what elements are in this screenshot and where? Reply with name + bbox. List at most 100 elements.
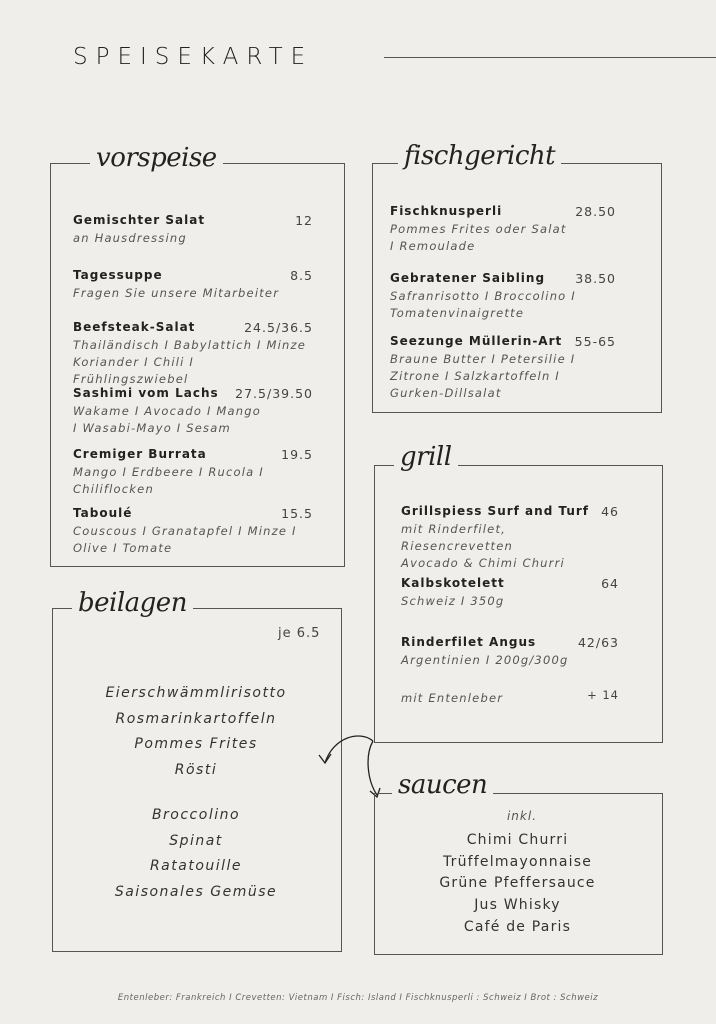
item-description: Schweiz I 350g <box>401 593 619 610</box>
menu-item: Beefsteak-Salat 24.5/36.5 Thailändisch I B… <box>73 320 313 388</box>
item-description: an Hausdressing <box>73 230 313 247</box>
item-description-line: Zitrone I Salzkartoffeln I <box>390 369 560 383</box>
curved-arrow-icon <box>318 735 381 799</box>
item-description-line: Avocado & Chimi Churri <box>401 556 565 570</box>
beilage-item: Ratatouille <box>149 858 243 874</box>
item-price: 15.5 <box>281 506 313 521</box>
item-description-line: Fragen Sie unsere Mitarbeiter <box>73 286 280 300</box>
beilagen-section <box>52 608 342 952</box>
item-description: Pommes Frites oder Salat I Remoulade <box>390 221 616 255</box>
item-price: 64 <box>601 576 619 591</box>
item-description-line: Schweiz I 350g <box>401 594 505 608</box>
beilagen-group-1: Eierschwämmlirisotto Rosmarinkartoffeln Po… <box>52 685 340 787</box>
fischgericht-heading: fischgericht <box>398 141 562 171</box>
item-description-line: Olive I Tomate <box>73 541 173 555</box>
item-price: 24.5/36.5 <box>244 320 313 335</box>
sauce-item: Trüffelmayonnaise <box>442 853 593 870</box>
item-name: Seezunge Müllerin-Art <box>390 334 563 348</box>
item-price: 19.5 <box>281 447 313 462</box>
menu-item: Taboulé 15.5 Couscous I Granatapfel I Minz… <box>73 506 313 557</box>
title-divider <box>384 57 716 58</box>
saucen-list: Chimi Churri Trüffelmayonnaise Grüne Pfeff… <box>374 832 661 940</box>
saucen-section <box>374 793 663 955</box>
item-name: Beefsteak-Salat <box>73 320 196 334</box>
sauce-item: Chimi Churri <box>466 832 569 848</box>
item-description: Mango I Erdbeere I Rucola I Chiliflocken <box>73 464 313 498</box>
item-description: Couscous I Granatapfel I Minze I Olive I … <box>73 523 313 557</box>
item-description-line: Koriander I Chili I Frühlingszwiebel <box>73 355 194 386</box>
menu-item: Tagessuppe 8.5 Fragen Sie unsere Mitarbeit… <box>73 268 313 302</box>
menu-item: Gebratener Saibling 38.50 Safranrisotto I … <box>390 271 616 322</box>
saucen-heading: saucen <box>392 770 494 800</box>
menu-item: Grillspiess Surf and Turf 46 mit Rinderfil… <box>401 504 619 572</box>
item-name: Sashimi vom Lachs <box>73 386 219 400</box>
menu-item: Fischknusperli 28.50 Pommes Frites oder Sa… <box>390 204 616 255</box>
item-name: Gebratener Saibling <box>390 271 546 285</box>
item-name: Taboulé <box>73 506 133 520</box>
item-description-line: Couscous I Granatapfel I Minze I <box>73 524 297 538</box>
item-name: Cremiger Burrata <box>73 447 207 461</box>
menu-item: Seezunge Müllerin-Art 55-65 Braune Butter … <box>390 334 616 402</box>
item-description-line: Argentinien I 200g/300g <box>401 653 569 667</box>
item-name: Kalbskotelett <box>401 576 505 590</box>
item-price: 28.50 <box>575 204 616 219</box>
item-price: 38.50 <box>575 271 616 286</box>
menu-item: Gemischter Salat 12 an Hausdressing <box>73 213 313 247</box>
beilage-item: Rosmarinkartoffeln <box>115 710 277 727</box>
grill-extra-price: + 14 <box>587 688 619 702</box>
item-description-line: I Wasabi-Mayo I Sesam <box>73 421 231 435</box>
menu-item: Rinderfilet Angus 42/63 Argentinien I 200g… <box>401 635 619 669</box>
origin-footer: Entenleber: Frankreich I Crevetten: Viet… <box>117 993 599 1003</box>
beilage-item: Broccolino <box>151 807 241 823</box>
item-description-line: I Remoulade <box>390 239 476 253</box>
beilagen-group-2: Broccolino Spinat Ratatouille Saisonales Ge… <box>52 807 340 909</box>
item-description-line: Gurken-Dillsalat <box>390 386 502 400</box>
item-price: 46 <box>601 504 619 519</box>
menu-item: Cremiger Burrata 19.5 Mango I Erdbeere I R… <box>73 447 313 498</box>
sauce-item: Grüne Pfeffersauce <box>439 875 596 892</box>
menu-item: Sashimi vom Lachs 27.5/39.50 Wakame I Avoc… <box>73 386 313 437</box>
item-name: Rinderfilet Angus <box>401 635 537 649</box>
sauce-item: Jus Whisky <box>474 897 561 914</box>
item-price: 42/63 <box>577 635 619 650</box>
item-description: mit Rinderfilet, Riesencrevetten Avocado … <box>401 521 619 572</box>
menu-item: Kalbskotelett 64 Schweiz I 350g <box>401 576 619 610</box>
item-description: Argentinien I 200g/300g <box>401 652 619 669</box>
grill-extra: mit Entenleber + 14 <box>401 687 619 707</box>
item-description-line: Thailändisch I Babylattich I Minze <box>73 338 307 352</box>
item-name: Gemischter Salat <box>73 213 206 227</box>
vorspeise-heading: vorspeise <box>90 143 223 173</box>
item-description: Safranrisotto I Broccolino I Tomatenvinai… <box>390 288 616 322</box>
item-price: 8.5 <box>290 268 313 283</box>
item-description: Thailändisch I Babylattich I Minze Korian… <box>73 337 313 388</box>
item-description-line: Safranrisotto I Broccolino I <box>390 289 576 303</box>
item-name: Fischknusperli <box>390 204 503 218</box>
item-description-line: Braune Butter I Petersilie I <box>390 352 576 366</box>
item-description: Fragen Sie unsere Mitarbeiter <box>73 285 313 302</box>
beilage-item: Eierschwämmlirisotto <box>105 685 287 701</box>
item-description: Wakame I Avocado I Mango I Wasabi-Mayo I … <box>73 403 313 437</box>
beilage-item: Saisonales Gemüse <box>114 883 278 900</box>
beilagen-price: je 6.5 <box>278 626 321 641</box>
item-description: Braune Butter I Petersilie I Zitrone I Sa… <box>390 351 616 402</box>
beilagen-heading: beilagen <box>72 588 193 618</box>
item-description-line: Wakame I Avocado I Mango <box>73 404 261 418</box>
beilage-item: Spinat <box>169 832 223 849</box>
saucen-note: inkl. <box>506 809 538 823</box>
item-description-line: mit Rinderfilet, Riesencrevetten <box>401 522 514 553</box>
item-description-line: Mango I Erdbeere I Rucola I <box>73 465 264 479</box>
item-name: Grillspiess Surf and Turf <box>401 504 590 518</box>
grill-heading: grill <box>394 442 458 472</box>
item-price: 12 <box>295 213 313 228</box>
beilage-item: Rösti <box>174 761 218 778</box>
grill-section <box>374 465 663 743</box>
sauce-item: Café de Paris <box>463 918 572 935</box>
page-title: SPEISEKARTE <box>73 44 314 70</box>
beilage-item: Pommes Frites <box>134 736 258 752</box>
item-price: 27.5/39.50 <box>235 386 313 401</box>
item-description-line: Chiliflocken <box>73 482 154 496</box>
item-description-line: Pommes Frites oder Salat <box>390 222 567 236</box>
item-name: Tagessuppe <box>73 268 163 282</box>
grill-extra-label: mit Entenleber <box>401 691 504 705</box>
item-price: 55-65 <box>574 334 616 349</box>
